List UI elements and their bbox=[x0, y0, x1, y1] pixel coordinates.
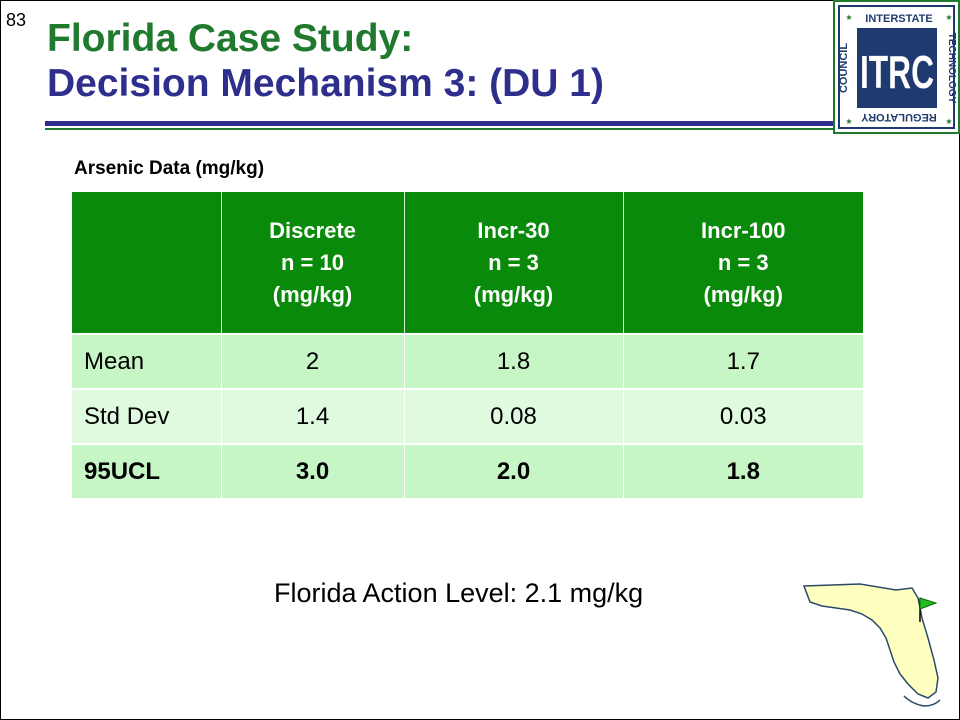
column-header-line: Incr-30 bbox=[477, 217, 550, 243]
table-row-mean: Mean 2 1.8 1.7 bbox=[72, 333, 863, 389]
table-cell: 3.0 bbox=[221, 443, 405, 498]
florida-map-icon bbox=[802, 583, 941, 707]
table-cell: 1.7 bbox=[623, 333, 863, 389]
logo-ring-right: TECHNOLOGY bbox=[946, 33, 957, 104]
action-level-text: Florida Action Level: 2.1 mg/kg bbox=[274, 578, 644, 608]
column-header-line: (mg/kg) bbox=[272, 281, 353, 307]
column-header-incr-30: Incr-30 n = 3 (mg/kg) bbox=[404, 192, 624, 334]
page-title: Florida Case Study: Decision Mechanism 3… bbox=[47, 16, 604, 106]
title-line-2: Decision Mechanism 3: (DU 1) bbox=[47, 62, 604, 105]
table-row-std-dev: Std Dev 1.4 0.08 0.03 bbox=[72, 388, 863, 444]
logo-ring-left: COUNCIL bbox=[838, 43, 850, 93]
column-header-incr-100: Incr-100 n = 3 (mg/kg) bbox=[623, 192, 863, 334]
title-rule-navy bbox=[45, 121, 835, 126]
slide-number: 83 bbox=[6, 10, 27, 30]
column-header-line: (mg/kg) bbox=[703, 281, 783, 307]
table-cell: 1.4 bbox=[221, 388, 405, 444]
table-cell: 0.08 bbox=[404, 388, 624, 444]
svg-text:★: ★ bbox=[845, 117, 852, 126]
table-cell: 0.03 bbox=[623, 388, 863, 444]
itrc-logo: INTERSTATE REGULATORY COUNCIL TECHNOLOGY… bbox=[833, 0, 960, 134]
arsenic-data-table: Discrete n = 10 (mg/kg) Incr-30 n = 3 (m… bbox=[72, 192, 863, 498]
column-header-line: (mg/kg) bbox=[473, 281, 554, 307]
column-header-line: n = 3 bbox=[488, 249, 539, 275]
column-header-line: Incr-100 bbox=[701, 217, 786, 243]
table-caption: Arsenic Data (mg/kg) bbox=[74, 158, 265, 179]
row-label: Std Dev bbox=[72, 388, 222, 444]
title-line-1: Florida Case Study: bbox=[47, 17, 414, 60]
table-cell: 2 bbox=[221, 333, 405, 389]
column-header-line: Discrete bbox=[269, 217, 356, 243]
logo-ring-bottom: REGULATORY bbox=[861, 111, 937, 123]
column-header-blank bbox=[72, 192, 222, 334]
table-cell: 2.0 bbox=[404, 443, 624, 498]
flag-icon bbox=[919, 597, 938, 622]
svg-text:★: ★ bbox=[945, 117, 952, 126]
table-header-row: Discrete n = 10 (mg/kg) Incr-30 n = 3 (m… bbox=[72, 192, 863, 334]
title-rule-green bbox=[45, 128, 835, 130]
table-cell: 1.8 bbox=[404, 333, 624, 389]
column-header-line: n = 3 bbox=[717, 249, 769, 275]
svg-text:★: ★ bbox=[945, 13, 952, 22]
logo-ring-top: INTERSTATE bbox=[865, 13, 932, 25]
table-row-95ucl: 95UCL 3.0 2.0 1.8 bbox=[72, 443, 863, 498]
column-header-discrete: Discrete n = 10 (mg/kg) bbox=[221, 192, 405, 334]
row-label: Mean bbox=[72, 333, 222, 389]
table-cell: 1.8 bbox=[623, 443, 863, 498]
column-header-line: n = 10 bbox=[281, 249, 344, 275]
logo-letters: ITRC bbox=[860, 46, 934, 98]
svg-text:★: ★ bbox=[845, 13, 852, 22]
row-label: 95UCL bbox=[72, 443, 222, 498]
